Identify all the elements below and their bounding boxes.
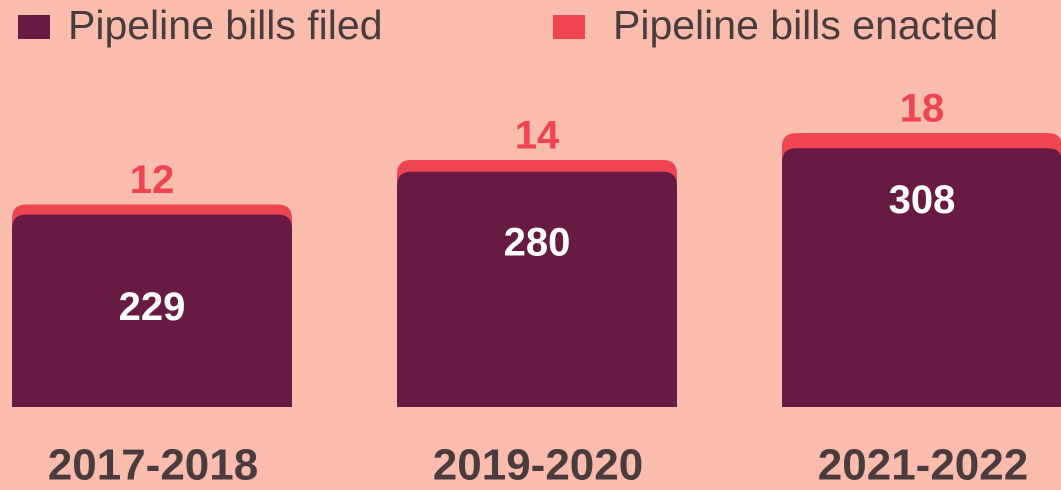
legend-swatch: [18, 15, 50, 39]
legend-label: Pipeline bills filed: [68, 2, 383, 48]
data-label: 229: [119, 285, 186, 329]
data-label: 14: [515, 114, 560, 158]
x-tick-label: 2017-2018: [48, 441, 258, 490]
bar-segment: [782, 148, 1061, 407]
legend-label: Pipeline bills enacted: [613, 2, 998, 48]
legend-swatch: [553, 15, 585, 39]
data-label: 308: [889, 178, 956, 222]
data-label: 18: [900, 87, 945, 131]
data-label: 12: [130, 158, 175, 202]
bar-segment: [397, 171, 677, 407]
x-tick-label: 2021-2022: [818, 441, 1028, 490]
bar-segment: [12, 214, 292, 407]
x-tick-label: 2019-2020: [433, 441, 643, 490]
data-label: 280: [504, 220, 571, 264]
